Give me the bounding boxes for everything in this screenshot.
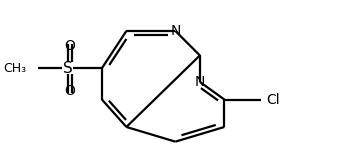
Text: S: S: [63, 61, 72, 76]
Text: O: O: [64, 39, 75, 53]
Text: CH₃: CH₃: [3, 62, 26, 75]
Text: O: O: [64, 84, 75, 98]
Text: N: N: [170, 24, 180, 38]
Text: N: N: [195, 75, 205, 89]
Text: Cl: Cl: [266, 93, 280, 107]
